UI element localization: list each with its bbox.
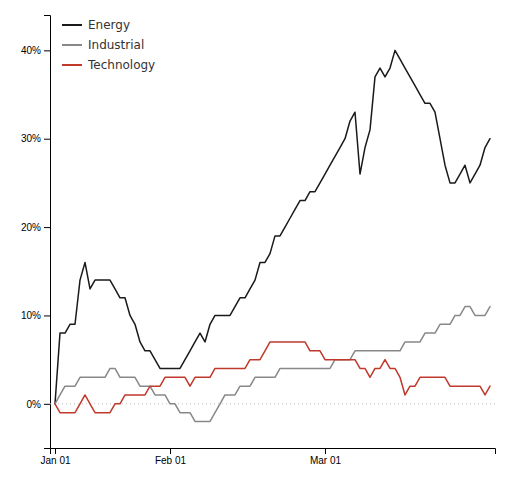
- legend-swatch: [62, 24, 82, 26]
- legend: Energy Industrial Technology: [62, 18, 155, 72]
- chart: 0% 10% 20% 30% 40% Jan 01 Feb 01 Mar 01 Energy In…: [0, 0, 513, 484]
- legend-item: Technology: [62, 58, 155, 72]
- y-tick-label: 10%: [21, 310, 41, 321]
- series-line: [55, 342, 490, 413]
- y-tick-mark: [44, 404, 50, 405]
- legend-swatch: [62, 44, 82, 46]
- x-axis-line: [51, 449, 496, 455]
- x-tick: Mar 01: [310, 448, 342, 466]
- x-tick-label: Jan 01: [40, 455, 70, 466]
- y-tick: 0%: [27, 399, 50, 410]
- y-tick-label: 30%: [21, 133, 41, 144]
- legend-swatch: [62, 64, 82, 66]
- y-tick: 10%: [21, 310, 50, 321]
- y-tick-label: 40%: [21, 45, 41, 56]
- y-tick: 40%: [21, 45, 50, 56]
- y-axis-line: [44, 16, 51, 449]
- x-tick-label: Feb 01: [155, 455, 187, 466]
- plot: 0% 10% 20% 30% 40% Jan 01 Feb 01 Mar 01 Energy In…: [21, 16, 496, 467]
- x-tick: Feb 01: [155, 448, 187, 466]
- x-tick-mark: [325, 448, 326, 454]
- legend-label: Energy: [88, 18, 130, 32]
- legend-item: Industrial: [62, 38, 144, 52]
- y-tick-mark: [44, 227, 50, 228]
- x-tick-mark: [55, 448, 56, 454]
- series-line: [55, 50, 490, 403]
- y-tick-label: 0%: [27, 399, 42, 410]
- series-line: [55, 307, 490, 422]
- x-tick-mark: [170, 448, 171, 454]
- y-tick-label: 20%: [21, 222, 41, 233]
- legend-label: Industrial: [88, 38, 144, 52]
- legend-label: Technology: [87, 58, 155, 72]
- legend-item: Energy: [62, 18, 130, 32]
- x-axis: Jan 01 Feb 01 Mar 01: [40, 448, 495, 466]
- y-tick: 30%: [21, 133, 50, 144]
- y-tick-mark: [44, 50, 50, 51]
- y-tick: 20%: [21, 222, 50, 233]
- marks: [50, 50, 495, 421]
- y-axis: 0% 10% 20% 30% 40%: [21, 16, 51, 449]
- x-tick: Jan 01: [40, 448, 70, 466]
- y-tick-mark: [44, 315, 50, 316]
- x-tick-label: Mar 01: [310, 455, 342, 466]
- y-tick-mark: [44, 139, 50, 140]
